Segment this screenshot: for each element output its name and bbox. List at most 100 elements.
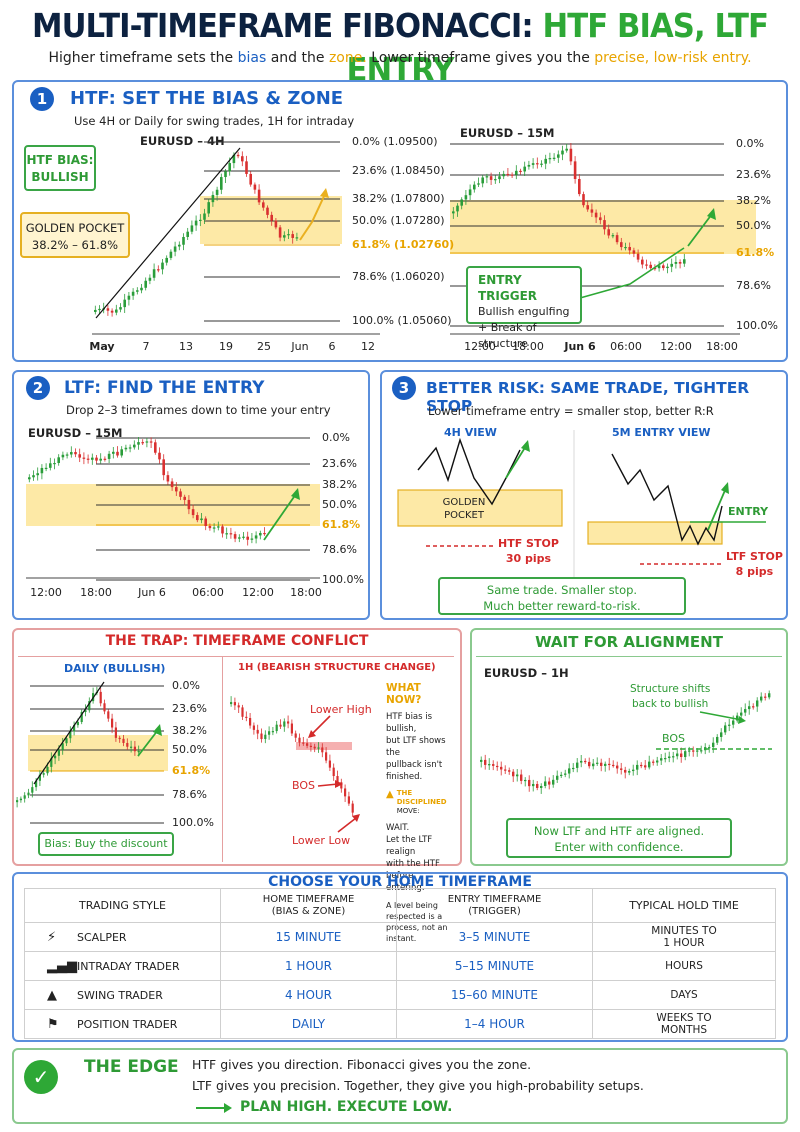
candle-down — [573, 161, 577, 179]
fib-label: 78.6% — [322, 543, 357, 556]
candle-down — [548, 781, 551, 785]
section-edge — [12, 1048, 788, 1124]
candle-down — [241, 156, 244, 162]
text-line: back to bullish — [631, 698, 709, 710]
candle-down — [141, 442, 144, 444]
candle-up — [700, 750, 703, 752]
header-line: HOME TIMEFRAME — [262, 893, 355, 905]
candle-up — [557, 154, 560, 158]
htf-bias-badge: HTF BIAS: BULLISH — [24, 145, 96, 191]
candle-up — [36, 473, 39, 476]
bias-label: HTF BIAS: — [26, 153, 94, 167]
candle-down — [504, 769, 507, 771]
col-header: HOME TIMEFRAME (BIAS & ZONE) — [220, 888, 397, 923]
candle-up — [130, 746, 133, 748]
candle-up — [488, 764, 491, 766]
fib-label: 38.2% — [322, 478, 357, 491]
fib-label: 50.0% — [736, 219, 771, 232]
candle-up — [182, 236, 185, 245]
candle-up — [540, 786, 543, 788]
hold-line: MONTHS — [660, 1024, 708, 1036]
pocket-line: POCKET — [444, 510, 484, 521]
edge-text: HTF gives you direction. Fibonacci gives… — [192, 1054, 644, 1096]
candle-down — [116, 451, 119, 456]
candle-up — [712, 742, 715, 748]
candle-up — [552, 157, 556, 159]
candle-up — [477, 183, 480, 185]
candle-down — [166, 475, 170, 482]
candle-down — [336, 776, 339, 783]
ltf-arrow — [707, 487, 727, 531]
candle-down — [162, 459, 165, 476]
fib-label: 61.8% (1.02760) — [352, 238, 455, 251]
candle-up — [552, 779, 555, 785]
stop-pips: 30 pips — [505, 552, 552, 565]
sub-zone: zone. — [328, 50, 367, 66]
candle-up — [57, 457, 60, 463]
edge-cta: PLAN HIGH. EXECUTE LOW. — [240, 1099, 453, 1115]
x-tick: 12:00 — [242, 586, 274, 599]
candle-up — [54, 755, 57, 759]
fib-label: 61.8% — [736, 246, 775, 259]
candle-up — [228, 163, 231, 172]
warning-icon: ▲ — [386, 789, 394, 800]
candle-up — [264, 734, 267, 740]
candle-up — [173, 246, 177, 252]
mountain-icon: ▲ — [47, 987, 57, 1003]
style-cell: ⚡ SCALPER — [24, 922, 221, 952]
fib-label: 23.6% — [172, 702, 207, 715]
candle-up — [756, 700, 759, 707]
candle-up — [287, 234, 290, 236]
edge-title: THE EDGE — [84, 1057, 179, 1077]
golden-zone — [450, 200, 756, 254]
style-text: POSITION TRADER — [77, 1017, 178, 1031]
section-ltf — [12, 370, 370, 620]
candle-up — [532, 783, 535, 787]
candle-up — [69, 731, 72, 739]
candle-up — [523, 166, 526, 172]
table-header: TRADING STYLE HOME TIMEFRAME (BIAS & ZONE… — [24, 888, 776, 923]
candle-up — [112, 451, 115, 454]
candle-down — [628, 246, 631, 251]
lower-low-arrow — [337, 817, 357, 833]
candle-up — [456, 205, 459, 212]
x-tick: 6 — [328, 340, 336, 353]
text-line: Structure shifts — [630, 683, 711, 695]
candle-down — [256, 729, 259, 734]
style-cell: ⚑ POSITION TRADER — [24, 1009, 221, 1039]
candle-down — [640, 764, 643, 767]
candle-down — [615, 235, 619, 243]
candle-up — [668, 756, 671, 759]
candle-up — [502, 173, 505, 177]
candle-up — [561, 150, 564, 155]
hold-line: HOURS — [665, 960, 703, 972]
chart-title: EURUSD – 15M — [460, 126, 555, 140]
section-wait — [470, 628, 788, 866]
htf-arrow — [505, 445, 527, 479]
candle-down — [78, 454, 81, 458]
candle-down — [175, 487, 178, 492]
candle-up — [200, 518, 203, 521]
candle-up — [494, 179, 497, 181]
lightning-icon: ⚡ — [47, 929, 57, 945]
pocket-range: 38.2% – 61.8% — [31, 238, 119, 252]
candle-up — [268, 731, 271, 735]
arrow-head — [738, 716, 746, 724]
header-line: (TRIGGER) — [468, 905, 521, 917]
sub-bias: bias — [237, 50, 267, 66]
ltf-path — [611, 453, 723, 546]
text-line: but LTF shows the — [386, 736, 446, 758]
fib-label: 78.6% — [736, 279, 771, 292]
htf-path — [417, 437, 521, 506]
x-tick: 19 — [219, 340, 233, 353]
section-htf — [12, 80, 788, 362]
arrow-head — [308, 730, 316, 738]
candle-up — [576, 762, 579, 768]
candle-up — [120, 449, 123, 456]
candle-down — [612, 764, 615, 767]
x-tick: 18:00 — [512, 340, 544, 353]
candle-down — [278, 227, 282, 238]
candle-up — [271, 731, 274, 733]
broken-level — [296, 742, 352, 750]
